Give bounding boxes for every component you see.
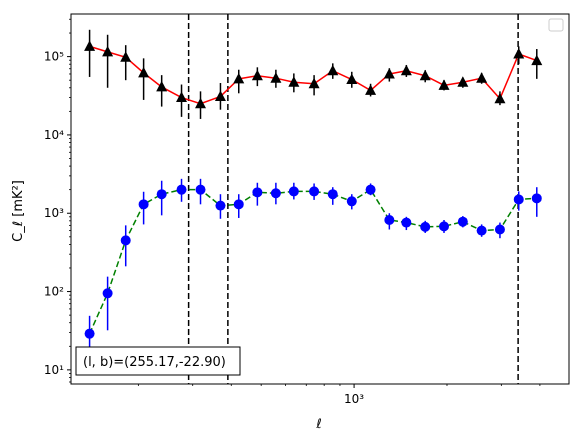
triangle-marker	[214, 90, 226, 101]
triangle-marker	[176, 91, 188, 103]
triangle-marker	[288, 76, 300, 87]
circle-marker	[195, 184, 206, 195]
x-axis-label: ℓ	[315, 417, 321, 432]
triangle-marker	[233, 72, 245, 84]
y-tick-label: 10⁵	[44, 50, 64, 64]
triangle-marker	[120, 51, 132, 62]
circle-marker	[420, 221, 431, 232]
circle-marker	[365, 184, 376, 195]
circle-marker	[494, 224, 505, 235]
y-tick-label: 10³	[44, 206, 64, 220]
circle-marker	[252, 187, 263, 198]
y-tick-label: 10²	[44, 285, 64, 299]
triangle-marker	[383, 67, 395, 79]
triangle-marker	[419, 69, 431, 81]
triangle-marker	[84, 40, 96, 51]
axis-ticks: 10¹ 10² 10³ 10⁴ 10⁵ 10³	[44, 18, 541, 406]
triangle-series	[84, 29, 543, 119]
triangle-marker	[476, 72, 488, 83]
legend-box	[548, 18, 564, 32]
circle-marker	[215, 200, 226, 211]
triangle-marker	[438, 79, 450, 90]
circle-marker	[327, 189, 338, 200]
triangle-marker	[156, 80, 168, 92]
circle-marker	[476, 225, 487, 236]
triangle-marker	[494, 92, 506, 104]
annotation-text: (l, b)=(255.17,-22.90)	[83, 355, 226, 370]
circle-marker	[138, 199, 149, 210]
circle-marker	[346, 196, 357, 207]
triangle-marker	[513, 47, 525, 59]
annotation-box: (l, b)=(255.17,-22.90)	[75, 346, 241, 376]
triangle-marker	[365, 84, 377, 95]
triangle-marker	[400, 64, 412, 76]
circle-marker	[457, 216, 468, 227]
circle-marker	[176, 184, 187, 195]
circle-marker	[270, 188, 281, 199]
triangle-marker	[102, 45, 114, 57]
circle-marker	[513, 194, 524, 205]
series-layer	[84, 29, 543, 350]
triangle-marker	[457, 76, 469, 87]
circle-marker	[384, 214, 395, 225]
plot-frame	[70, 13, 570, 385]
x-tick-label: 10³	[344, 392, 364, 406]
triangle-marker	[531, 54, 543, 66]
triangle-marker	[308, 77, 320, 89]
circle-marker	[439, 221, 450, 232]
circle-marker	[531, 193, 542, 204]
circle-series	[84, 178, 542, 350]
triangle-marker	[138, 66, 150, 78]
y-tick-label: 10⁴	[44, 128, 64, 142]
circle-marker	[401, 217, 412, 228]
y-tick-label: 10¹	[44, 363, 64, 377]
circle-marker	[309, 186, 320, 197]
triangle-marker	[195, 97, 207, 109]
circle-marker	[84, 328, 95, 339]
circle-marker	[288, 186, 299, 197]
triangle-marker	[346, 73, 358, 85]
annotation-frame	[75, 346, 241, 376]
triangle-marker	[270, 72, 282, 83]
circle-marker	[233, 199, 244, 210]
y-axis-label: C_ℓ [mK²]	[11, 180, 26, 242]
triangle-marker	[251, 69, 263, 81]
triangle-marker	[327, 64, 339, 76]
circle-marker	[156, 189, 167, 200]
circle-marker	[120, 235, 131, 246]
circle-marker	[102, 288, 113, 299]
